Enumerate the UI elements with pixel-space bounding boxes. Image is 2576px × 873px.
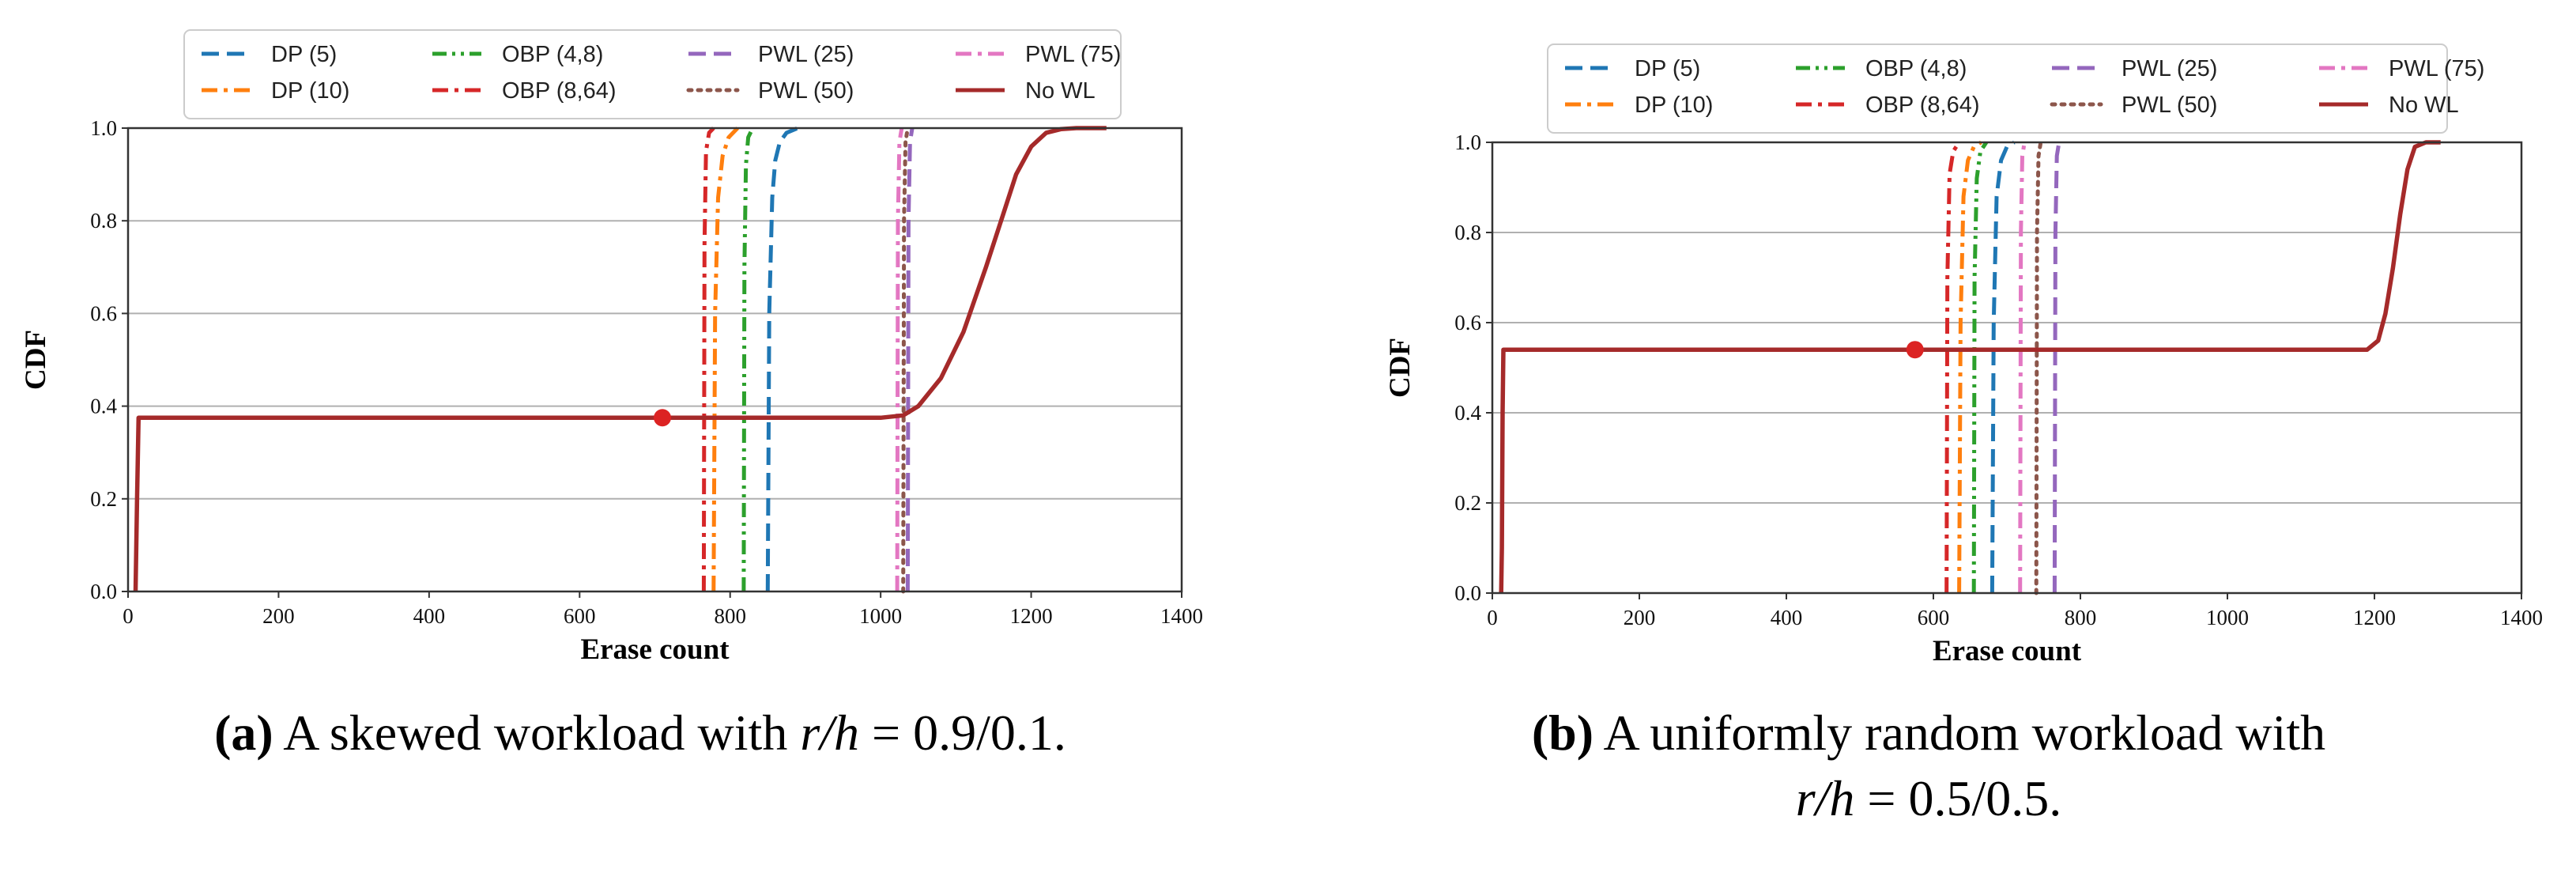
- caption-a-math: r/h: [800, 705, 860, 761]
- y-tick-label: 0.2: [90, 487, 117, 511]
- y-tick-label: 0.8: [1454, 221, 1481, 244]
- axes-frame: [126, 127, 1183, 593]
- legend-entry-label: OBP (4,8): [1865, 56, 1967, 81]
- x-tick-label: 1200: [2353, 606, 2396, 629]
- legend-entry-label: DP (10): [1635, 93, 1713, 118]
- x-tick-label: 1400: [1160, 604, 1203, 628]
- caption-b-label: (b): [1531, 705, 1594, 761]
- y-tick-label: 0.4: [90, 395, 117, 418]
- x-tick-label: 400: [1771, 606, 1803, 629]
- legend-entry-label: DP (5): [1635, 56, 1700, 81]
- x-tick-label: 1200: [1010, 604, 1053, 628]
- x-tick-label: 800: [714, 604, 746, 628]
- y-tick-label: 0.8: [90, 209, 117, 232]
- legend-entry-label: PWL (75): [2389, 56, 2484, 81]
- caption-a-eq: = 0.9/0.1.: [859, 705, 1066, 761]
- caption-a-text: A skewed workload with: [283, 705, 801, 761]
- series-line-obp-8-64: [1944, 141, 1961, 594]
- x-tick-label: 1000: [2206, 606, 2249, 629]
- series-line-dp-5: [1990, 140, 2016, 594]
- x-axis-label: Erase count: [1933, 635, 2082, 667]
- legend-entry-label: OBP (4,8): [502, 42, 603, 67]
- series-line-pwl-50: [2034, 140, 2043, 595]
- caption-b: (b) A uniformly random workload with r/h…: [1344, 700, 2514, 831]
- series-line-no-wl: [1499, 140, 2441, 594]
- caption-b-text: A uniformly random workload with: [1603, 705, 2326, 761]
- series-line-pwl-50: [901, 126, 910, 594]
- y-axis-label: CDF: [20, 330, 52, 390]
- chart-panel-a: 0 200 400 600 800 1000 1200 1400 0.0 0.2 0.4 0.6 0.8…: [20, 29, 1203, 666]
- chart-panel-b: 0 200 400 600 800 1000 1200 1400 0.0 0.2 0.4 0.6 0.8…: [1384, 43, 2543, 667]
- x-tick-label: 0: [1487, 606, 1498, 629]
- x-tick-label: 600: [1918, 606, 1950, 629]
- y-tick-label: 1.0: [1454, 130, 1481, 154]
- caption-b-math: r/h: [1795, 770, 1855, 827]
- series-line-dp-10: [711, 127, 739, 592]
- y-tick-label: 0.0: [90, 580, 117, 603]
- y-tick-label: 0.6: [1454, 311, 1481, 334]
- x-tick-label: 600: [564, 604, 596, 628]
- legend-entry-label: PWL (25): [758, 42, 854, 67]
- x-tick-label: 1000: [859, 604, 902, 628]
- series-line-pwl-75: [895, 127, 904, 592]
- caption-a: (a) A skewed workload with r/h = 0.9/0.1…: [47, 700, 1233, 765]
- x-tick-label: 400: [413, 604, 446, 628]
- x-tick-label: 0: [123, 604, 134, 628]
- legend-entry-label: No WL: [2389, 93, 2459, 118]
- y-axis-label: CDF: [1384, 338, 1416, 398]
- x-tick-label: 800: [2065, 606, 2097, 629]
- caption-b-eq: = 0.5/0.5.: [1854, 770, 2062, 827]
- x-tick-label: 200: [262, 604, 295, 628]
- x-tick-label: 200: [1624, 606, 1656, 629]
- highlight-marker: [1906, 341, 1924, 359]
- y-tick-label: 0.4: [1454, 401, 1481, 425]
- legend-entry-label: OBP (8,64): [1865, 93, 1980, 118]
- y-tick-label: 1.0: [90, 116, 117, 140]
- series-line-no-wl: [133, 126, 1107, 592]
- highlight-marker: [654, 409, 672, 427]
- series-line-obp-4-8: [741, 127, 755, 592]
- legend-entry-label: DP (10): [271, 78, 349, 104]
- legend-box: [183, 29, 1122, 119]
- series-line-pwl-75: [2018, 142, 2027, 594]
- legend-entry-label: OBP (8,64): [502, 78, 617, 104]
- y-tick-label: 0.6: [90, 301, 117, 325]
- series-line-obp-4-8: [1971, 141, 1989, 594]
- legend-entry-label: PWL (50): [758, 78, 854, 104]
- x-axis-label: Erase count: [580, 633, 730, 666]
- legend-entry-label: PWL (25): [2122, 56, 2217, 81]
- series-line-dp-5: [765, 126, 799, 592]
- series-line-obp-8-64: [701, 127, 715, 592]
- series-line-pwl-25: [905, 127, 915, 592]
- series-line-dp-10: [1957, 140, 1982, 594]
- legend-entry-label: No WL: [1025, 78, 1096, 104]
- series-line-pwl-25: [2052, 142, 2061, 594]
- legend-entry-label: PWL (75): [1025, 42, 1121, 67]
- legend-entry-label: DP (5): [271, 42, 337, 67]
- axes-frame: [1491, 141, 2523, 595]
- caption-a-label: (a): [214, 705, 273, 761]
- legend-entry-label: PWL (50): [2122, 93, 2217, 118]
- y-tick-label: 0.2: [1454, 491, 1481, 515]
- legend-box: [1547, 43, 2448, 134]
- y-tick-label: 0.0: [1454, 581, 1481, 605]
- x-tick-label: 1400: [2500, 606, 2543, 629]
